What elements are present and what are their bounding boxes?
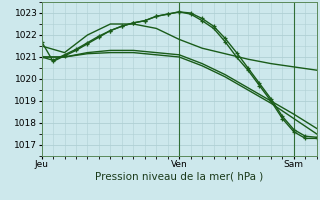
X-axis label: Pression niveau de la mer( hPa ): Pression niveau de la mer( hPa ) — [95, 172, 263, 182]
